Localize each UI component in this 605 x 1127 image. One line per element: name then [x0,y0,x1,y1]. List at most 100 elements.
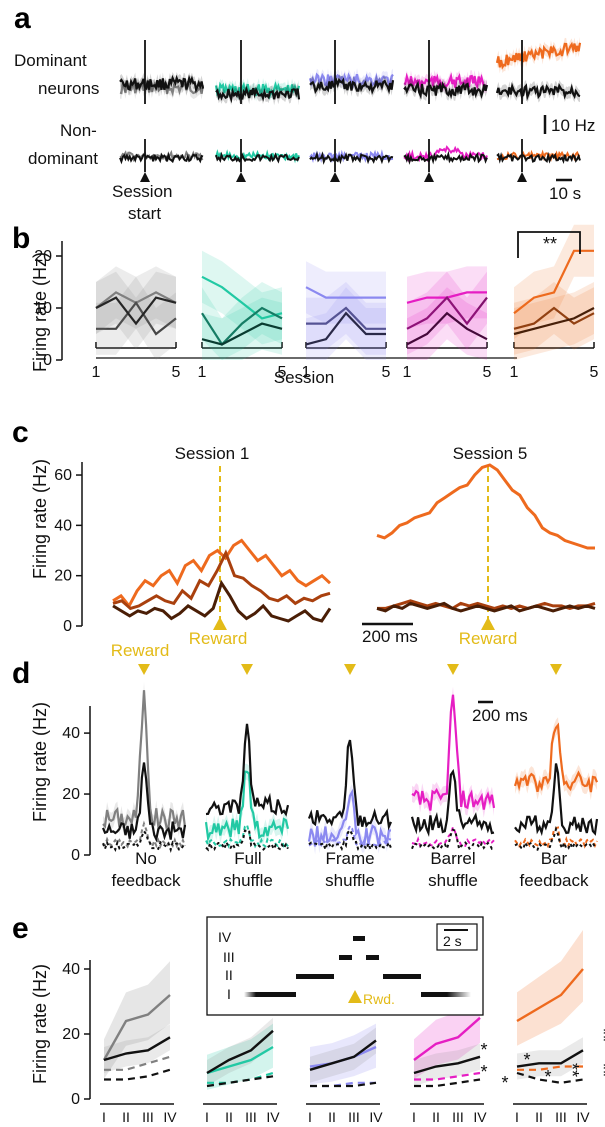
panel-e-band-black-gray [104,1024,170,1073]
panel-e-xtick-gray-0: I [102,1109,106,1125]
panel-e-xtick-gray-3: IV [163,1109,177,1125]
panel-b-band-lavender-1 [306,282,386,355]
panel-b-band-gray-0 [96,266,176,334]
trace-bottom-orange-1 [496,151,581,165]
scale-label-hz: 10 Hz [551,116,595,135]
panel-d-ylabel: Firing rate (Hz) [30,702,50,822]
panel-b-band-orange-0 [514,224,594,340]
panel-d-label: d [12,657,30,690]
panel-c-ytick-label-20: 20 [54,568,72,585]
inset-step-iii-a [339,955,352,960]
panel-e-label: e [12,912,29,945]
panel-b-xtick-label-1-magenta: 1 [403,364,412,381]
panel-c-plots: 0 20 40 60 [54,462,596,635]
panel-c-ytick-label-60: 60 [54,467,72,484]
sig-star-magenta-4: * [523,1050,530,1070]
panel-e-band-black-lavender [310,1027,376,1083]
panel-b-line-gray-1 [96,300,177,336]
panel-d-colored-trace-magenta [411,694,496,811]
panel-b-xtick-label-5-orange: 5 [590,364,599,381]
panel-c-scale-label: 200 ms [362,627,418,646]
session-start-line1: Session [112,182,172,201]
trace-bottom-lavender-1 [309,151,394,165]
panel-d-reward-label: Reward [111,641,170,660]
inset-level-i: I [227,986,231,1002]
panel-e-xtick-teal-1: II [225,1109,233,1125]
panel-b-ylabel: Firing rate (Hz) [30,252,50,372]
panel-e-xtick-lavender-1: II [328,1109,336,1125]
trace-top-teal-1 [215,85,301,104]
panel-e-colored-dashed-lavender [310,1081,376,1088]
sig-star-orange-3: ** [593,1063,605,1077]
panel-b-band-orange-2 [514,282,594,360]
panel-b-xtick-label-1-orange: 1 [510,364,519,381]
trace-top-teal-0 [214,81,301,100]
panel-e-xtick-orange-0: I [515,1109,519,1125]
panel-d-black-dashed-magenta [411,828,495,852]
panel-e-band-teal [207,1023,273,1090]
panel-d-black-dashed-orange [514,825,597,851]
panel-b-xlabel: Session [274,368,334,387]
sig-star-orange-2: ** [562,1063,582,1077]
panel-b-xtick-label-5-teal: 5 [278,364,287,381]
panel-d-black-dashed-lavender [308,828,392,853]
trace-top-gray-1 [119,74,205,94]
nondominant-label-line1: Non- [60,121,97,140]
reward-arrow-s5 [481,617,495,630]
panel-b-band-gray-2 [96,271,176,350]
panel-b-xtick-label-1-lavender: 1 [302,364,311,381]
panel-e-xtick-teal-2: III [245,1109,257,1125]
inset-scale-box [436,923,478,951]
trace-bottom-teal-1 [215,151,300,164]
trace-bottom-magenta-1 [403,150,488,165]
panel-e-black-teal [206,1029,274,1075]
inset-step-i-left [244,992,268,997]
panel-e-xtick-gray-1: II [122,1109,130,1125]
panel-e-xtick-lavender-3: IV [369,1109,383,1125]
panel-a-traces [119,36,582,182]
session5-title: Session 5 [453,444,528,463]
sig-star-magenta-1: * [480,1040,487,1060]
panel-d-plots: 0 20 40 [62,664,599,864]
panel-d-colored-trace-orange [513,722,599,793]
panel-b-band-lavender-0 [306,261,386,324]
reward-arrow-s1 [213,617,227,630]
trace-top-magenta-1 [403,80,489,100]
panel-e-xtick-orange-3: IV [576,1109,590,1125]
inset-step-i-a [268,992,296,997]
panel-e-colored-gray [102,994,171,1061]
reward-marker-0 [138,664,150,675]
panel-c-ytick-label-0: 0 [63,618,72,635]
panel-e-ytick-label-0: 0 [71,1091,80,1108]
panel-d-scale-label: 200 ms [472,706,528,725]
scale-label-s: 10 s [549,184,581,203]
reward-label-s1: Reward [189,629,248,648]
panel-d-black-trace-lavender [307,739,393,831]
panel-b-line-teal-1 [201,306,283,347]
cond1-line1: No [135,849,157,868]
panel-b-label: b [12,222,30,255]
trace-bottom-magenta-0 [403,145,488,163]
sig-bracket [517,231,581,258]
panel-b-line-lavender-2 [305,311,386,346]
cond4-line1: Barrel [430,849,475,868]
panel-e-black-dashed-gray [104,1068,171,1081]
cond3-line1: Frame [325,849,374,868]
panel-b-line-lavender-1 [306,306,386,330]
reward-marker-4 [550,664,562,675]
inset-scale-label: 2 s [443,933,462,949]
reward-marker-3 [447,664,459,675]
panel-e-black-lavender [309,1039,377,1071]
panel-c-ytick-label-40: 40 [54,517,72,534]
panel-e-ytick-label-20: 20 [62,1026,80,1043]
panel-d-black-trace-gray [101,762,187,843]
panel-b-line-teal-0 [201,275,283,320]
nondominant-label-line2: dominant [28,149,98,168]
panel-b-line-orange-2 [513,307,595,336]
trace-top-lavender-0 [308,71,394,89]
panel-d-colored-trace-gray [102,690,187,831]
panel-e-band-orange [517,930,583,1046]
